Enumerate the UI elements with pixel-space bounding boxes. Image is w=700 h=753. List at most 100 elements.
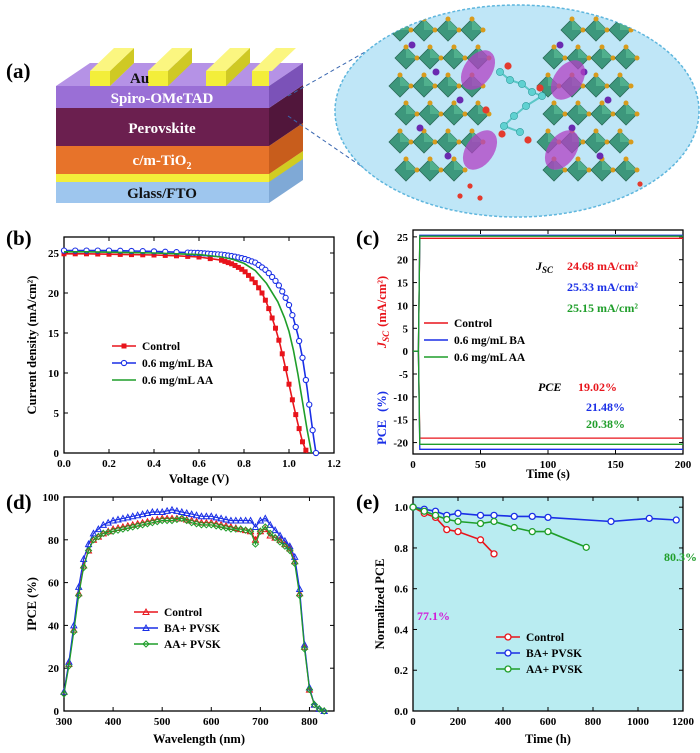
ipce-y-tick-label: 80 (48, 535, 60, 547)
npce-legend-label: Control (526, 632, 564, 644)
ipce-data-point (197, 512, 206, 520)
ss-pce-line (413, 350, 683, 445)
iodide-atom (438, 111, 444, 117)
ipce-data-point (207, 521, 215, 529)
iodide-atom (586, 55, 592, 61)
ipce-data-point (320, 707, 328, 715)
ipce-data-point (315, 705, 323, 713)
octahedron-facet (448, 19, 459, 30)
npce-data-point (510, 523, 518, 532)
iodide-atom (617, 72, 623, 78)
ipce-data-point (227, 525, 235, 533)
jv-data-point (303, 447, 309, 453)
ipce-x-tick-label: 700 (252, 716, 269, 728)
npce-y-tick-label: 0.6 (394, 584, 408, 596)
octahedron-facet (454, 47, 465, 58)
iodide-atom (562, 167, 568, 173)
npce-data-point (431, 511, 440, 519)
ss-y-tick-label: 20 (397, 255, 409, 267)
octahedron-facet (430, 159, 441, 170)
normalized-pce-chart: 0 200 400 600 800 1000 1200 0.0 0.2 0.4 0.6 0.8 1.0 T… (373, 496, 697, 746)
ss-legend-label: 0.6 mg/mL AA (454, 352, 526, 364)
npce-data-point (490, 550, 498, 558)
npce-x-tick-label: 200 (450, 716, 467, 728)
ipce-y-axis-title: IPCE (%) (25, 577, 39, 631)
jv-data-point (302, 376, 310, 384)
iodide-atom (599, 100, 605, 106)
npce-data-point (607, 517, 615, 526)
iodide-atom (562, 111, 568, 117)
jv-data-point (272, 277, 279, 284)
ss-y-tick-label: 15 (397, 278, 409, 290)
jv-data-point (289, 312, 296, 319)
molecular-inset (334, 4, 700, 218)
npce-data-point (510, 512, 518, 521)
iodide-atom (593, 16, 599, 22)
npce-data-point (476, 511, 485, 519)
iodide-atom (397, 72, 403, 78)
ipce-data-point (143, 509, 152, 517)
oxygen-atom (536, 84, 544, 92)
iodide-atom (604, 139, 610, 145)
ipce-y-tick-label: 100 (43, 492, 60, 504)
ipce-data-point (222, 524, 230, 532)
ipce-data-point (153, 507, 162, 515)
ipce-data-point (202, 512, 211, 520)
iodide-atom (628, 83, 634, 89)
jv-data-point (95, 251, 101, 257)
spiro-side (269, 63, 303, 108)
ipce-data-point (173, 506, 181, 514)
iodide-atom (586, 167, 592, 173)
carbon-atom (510, 112, 518, 120)
ipce-legend-marker (142, 623, 150, 631)
ipce-x-tick-label: 500 (154, 716, 171, 728)
au-finger-cap (206, 48, 250, 71)
panel-label-a: (a) (6, 59, 31, 83)
tio2-side (269, 123, 303, 174)
ss-pce-annotation-label: PCE (538, 380, 561, 394)
npce-retention-annotation: 77.1% (417, 609, 450, 623)
jv-data-point (61, 251, 67, 257)
octahedron-facet (602, 47, 613, 58)
jv-data-point (225, 260, 231, 266)
jv-data-point (242, 269, 248, 275)
ipce-data-point (300, 645, 309, 653)
glass-layer (56, 181, 269, 203)
npce-data-point (420, 507, 428, 515)
carbon-atom (500, 122, 508, 130)
au-finger (206, 71, 226, 86)
jv-x-tick-label: 0.0 (57, 458, 71, 470)
iodide-atom (593, 72, 599, 78)
ss-y-axis-title-jsc: JSC (mA/cm²) (375, 276, 391, 349)
oxygen-atom (649, 191, 655, 197)
octahedron-facet (596, 131, 607, 142)
iodide-atom (408, 139, 414, 145)
octahedron-facet (626, 47, 637, 58)
jv-data-point (232, 262, 238, 268)
npce-y-tick-label: 0.0 (394, 706, 408, 718)
octahedron-facet (424, 19, 435, 30)
tio2-label-main: c/m-TiO (133, 153, 187, 169)
jv-data-point (185, 253, 191, 259)
carbon-atom (516, 128, 524, 136)
jv-data-point (196, 254, 202, 260)
iodide-atom (634, 55, 640, 61)
jv-data-point (292, 323, 299, 331)
panel-label-e: (e) (356, 490, 379, 514)
octahedron-facet (406, 103, 417, 114)
jv-data-point (229, 261, 235, 267)
npce-data-point (582, 543, 590, 551)
carbon-atom (538, 92, 546, 100)
jv-y-tick-label: 0 (54, 448, 60, 460)
jv-y-tick-label: 25 (48, 248, 60, 260)
jv-chart: 0.0 0.2 0.4 0.6 0.8 1.0 1.2 0 5 10 15 20 25 Voltage (… (25, 236, 341, 486)
iodide-atom (623, 44, 629, 50)
npce-data-point (490, 517, 498, 526)
ipce-data-point (163, 506, 171, 514)
jv-y-tick-label: 10 (48, 368, 60, 380)
npce-data-point (454, 517, 462, 526)
ipce-data-point (202, 521, 211, 529)
ss-x-tick-label: 100 (540, 459, 557, 471)
jv-data-point (295, 337, 303, 345)
jv-legend-label: Control (142, 341, 180, 353)
